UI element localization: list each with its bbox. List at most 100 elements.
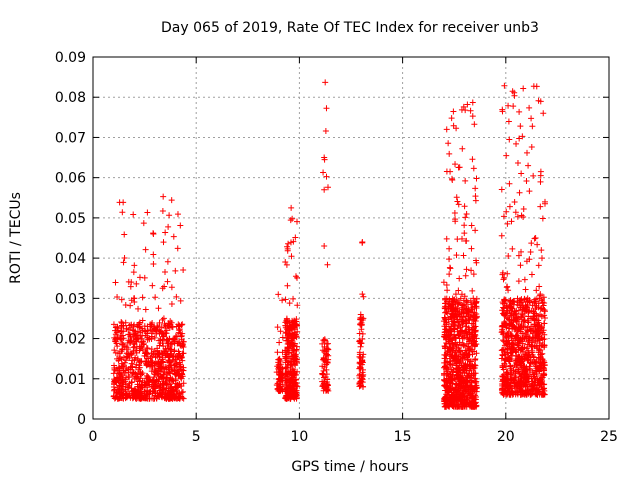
data-point	[356, 381, 363, 388]
data-point	[110, 321, 117, 328]
data-point	[141, 274, 148, 281]
data-point	[159, 385, 166, 392]
data-point	[508, 218, 515, 225]
data-point	[469, 99, 476, 106]
data-point	[515, 325, 522, 332]
data-point	[466, 351, 473, 358]
data-point	[129, 369, 136, 376]
data-point	[125, 351, 132, 358]
data-point	[460, 314, 467, 321]
data-point	[442, 296, 449, 303]
data-point	[538, 383, 545, 390]
data-point	[452, 349, 459, 356]
data-point	[356, 338, 363, 345]
data-point	[509, 377, 516, 384]
data-point	[541, 320, 548, 327]
data-point	[524, 149, 531, 156]
data-point	[460, 252, 467, 259]
data-point	[513, 363, 520, 370]
data-point	[451, 375, 458, 382]
data-point	[131, 295, 138, 302]
data-point	[538, 324, 545, 331]
data-point	[512, 358, 519, 365]
data-point	[537, 354, 544, 361]
data-point	[171, 367, 178, 374]
data-point	[537, 178, 544, 185]
data-point	[137, 332, 144, 339]
data-point	[452, 161, 459, 168]
data-point	[459, 322, 466, 329]
data-point	[454, 328, 461, 335]
data-point	[450, 318, 457, 325]
data-point	[177, 222, 184, 229]
data-point	[282, 296, 289, 303]
data-point	[160, 239, 167, 246]
data-point	[448, 373, 455, 380]
data-point	[446, 245, 453, 252]
data-point	[529, 123, 536, 130]
data-point	[175, 329, 182, 336]
data-point	[534, 337, 541, 344]
data-point	[539, 305, 546, 312]
data-point	[156, 337, 163, 344]
data-point	[174, 211, 181, 218]
data-point	[502, 310, 509, 317]
data-point	[526, 363, 533, 370]
data-point	[442, 393, 449, 400]
data-point	[320, 169, 327, 176]
data-point	[173, 293, 180, 300]
data-point	[536, 346, 543, 353]
data-point	[323, 105, 330, 112]
data-point	[518, 170, 525, 177]
data-point	[358, 373, 365, 380]
data-point	[462, 177, 469, 184]
data-point	[455, 331, 462, 338]
data-point	[321, 243, 328, 250]
data-point	[443, 339, 450, 346]
data-point	[454, 372, 461, 379]
data-point	[171, 347, 178, 354]
data-point	[449, 352, 456, 359]
data-point	[508, 313, 515, 320]
data-point	[448, 306, 455, 313]
data-point	[468, 377, 475, 384]
data-point	[541, 315, 548, 322]
data-point	[359, 291, 366, 298]
data-point	[502, 375, 509, 382]
data-point	[444, 368, 451, 375]
data-point	[120, 199, 127, 206]
data-point	[175, 394, 182, 401]
data-point	[113, 393, 120, 400]
data-point	[515, 252, 522, 259]
data-point	[458, 302, 465, 309]
data-point	[146, 363, 153, 370]
data-point	[150, 374, 157, 381]
data-point	[444, 378, 451, 385]
data-point	[321, 156, 328, 163]
data-point	[512, 209, 519, 216]
data-point	[530, 385, 537, 392]
data-point	[521, 365, 528, 372]
data-point	[151, 325, 158, 332]
data-point	[121, 359, 128, 366]
data-point	[519, 311, 526, 318]
data-point	[515, 327, 522, 334]
data-point	[461, 293, 468, 300]
data-point	[537, 291, 544, 298]
data-point	[518, 359, 525, 366]
data-point	[506, 358, 513, 365]
data-point	[457, 401, 464, 408]
data-point	[153, 376, 160, 383]
data-point	[180, 364, 187, 371]
data-point	[467, 392, 474, 399]
data-point	[535, 366, 542, 373]
data-point	[143, 362, 150, 369]
data-point	[520, 381, 527, 388]
data-point	[150, 261, 157, 268]
data-point	[129, 350, 136, 357]
data-point	[505, 253, 512, 260]
data-point	[451, 209, 458, 216]
data-point	[174, 368, 181, 375]
data-point	[529, 347, 536, 354]
data-point	[123, 374, 130, 381]
